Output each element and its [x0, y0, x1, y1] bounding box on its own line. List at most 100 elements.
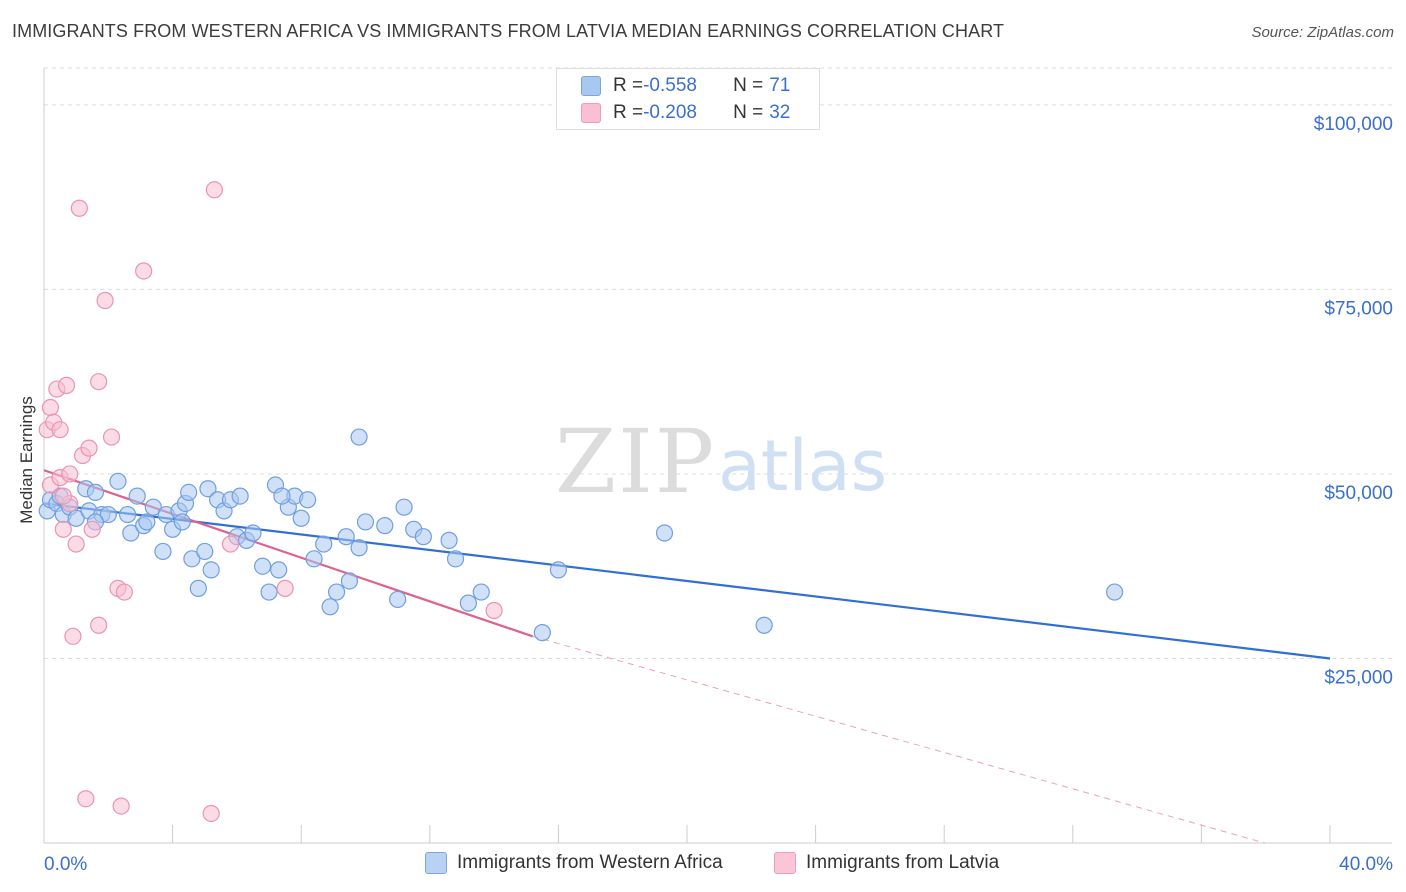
point-western-africa — [446, 550, 465, 568]
point-latvia — [61, 465, 79, 483]
point-latvia — [51, 421, 69, 439]
point-western-africa — [189, 579, 207, 597]
trend-line-latvia — [43, 469, 534, 638]
point-latvia — [77, 790, 95, 808]
point-western-africa — [254, 557, 272, 575]
legend-swatch-western-africa — [425, 852, 447, 874]
point-western-africa — [118, 505, 137, 524]
point-western-africa — [67, 509, 85, 527]
point-western-africa — [472, 583, 490, 601]
r-value: -0.208 — [643, 102, 697, 123]
point-western-africa — [315, 535, 333, 553]
trend-line-western-africa — [43, 502, 1331, 660]
legend-item-western-africa: Immigrants from Western Africa — [425, 852, 723, 874]
point-latvia — [276, 579, 294, 597]
point-western-africa — [273, 487, 291, 505]
legend-row-latvia: R = -0.208 N = 32 — [581, 100, 790, 126]
point-western-africa — [270, 561, 288, 579]
chart-title: IMMIGRANTS FROM WESTERN AFRICA VS IMMIGR… — [12, 21, 1005, 41]
y-tick-label: $75,000 — [1324, 298, 1393, 319]
point-western-africa — [122, 524, 140, 542]
point-western-africa — [202, 561, 220, 579]
point-latvia — [102, 428, 121, 446]
point-latvia — [112, 797, 130, 815]
point-latvia — [135, 262, 153, 280]
point-western-africa — [260, 583, 278, 601]
point-western-africa — [459, 594, 477, 612]
point-latvia — [70, 199, 88, 217]
point-western-africa — [299, 491, 317, 509]
point-latvia — [67, 535, 85, 553]
point-western-africa — [109, 472, 127, 490]
legend-label-latvia: Immigrants from Latvia — [806, 852, 1000, 873]
point-western-africa — [533, 624, 551, 642]
point-latvia — [205, 181, 223, 199]
point-latvia — [221, 535, 240, 553]
point-western-africa — [340, 572, 359, 590]
n-label: N = — [733, 102, 764, 123]
y-tick-label: $100,000 — [1314, 114, 1393, 135]
point-latvia — [41, 398, 60, 417]
point-western-africa — [99, 505, 117, 524]
point-western-africa — [183, 550, 201, 568]
point-latvia — [90, 616, 108, 634]
point-western-africa — [337, 528, 355, 546]
y-tick-label: $25,000 — [1324, 667, 1393, 688]
legend-swatch-latvia — [774, 852, 796, 874]
point-latvia — [96, 291, 114, 310]
grid-lines — [44, 67, 1392, 659]
legend-row-western-africa: R = -0.558 N = 71 — [581, 73, 790, 99]
point-western-africa — [231, 487, 249, 505]
point-western-africa — [321, 598, 339, 616]
point-western-africa — [414, 528, 432, 546]
point-latvia — [202, 804, 220, 823]
n-value: 32 — [769, 102, 791, 123]
point-western-africa — [376, 517, 394, 535]
point-western-africa — [755, 616, 773, 634]
point-western-africa — [244, 524, 262, 542]
r-value: -0.558 — [643, 75, 697, 96]
y-axis-label: Median Earnings — [17, 396, 36, 524]
point-western-africa — [199, 480, 217, 498]
swatch-latvia — [581, 103, 601, 123]
point-latvia — [83, 520, 101, 538]
swatch-western-africa — [581, 76, 601, 96]
x-tick-label: 0.0% — [44, 854, 87, 875]
n-value: 71 — [769, 75, 791, 96]
point-western-africa — [395, 498, 413, 516]
point-western-africa — [356, 513, 375, 531]
point-western-africa — [173, 513, 191, 531]
data-points — [38, 181, 1124, 823]
point-western-africa — [144, 498, 162, 516]
trend-extension-latvia — [532, 635, 1265, 844]
point-latvia — [57, 376, 76, 394]
axes — [43, 68, 1392, 844]
legend-label-western-africa: Immigrants from Western Africa — [457, 852, 723, 873]
point-western-africa — [549, 561, 568, 579]
point-latvia — [80, 439, 98, 457]
watermark-atlas: atlas — [718, 425, 887, 507]
correlation-legend: R = -0.558 N = 71 R = -0.208 N = 32 — [556, 68, 820, 130]
point-latvia — [54, 520, 72, 538]
point-western-africa — [128, 487, 146, 505]
point-latvia — [64, 627, 82, 645]
point-western-africa — [389, 590, 407, 609]
point-western-africa — [1105, 583, 1124, 601]
point-western-africa — [350, 428, 368, 446]
watermark-zip: ZIP — [555, 410, 716, 513]
watermark: ZIP atlas — [555, 410, 887, 513]
point-western-africa — [154, 542, 172, 561]
y-tick-label: $50,000 — [1324, 483, 1393, 504]
point-western-africa — [440, 531, 458, 549]
point-western-africa — [86, 483, 105, 502]
x-tick-label: 40.0% — [1339, 854, 1393, 875]
point-western-africa — [196, 542, 214, 561]
point-western-africa — [305, 550, 323, 568]
point-western-africa — [327, 583, 346, 601]
point-western-africa — [350, 539, 368, 557]
trend-lines — [43, 469, 1331, 844]
source-label: Source: ZipAtlas.com — [1251, 24, 1394, 41]
point-latvia — [90, 373, 108, 391]
point-latvia — [54, 487, 72, 505]
